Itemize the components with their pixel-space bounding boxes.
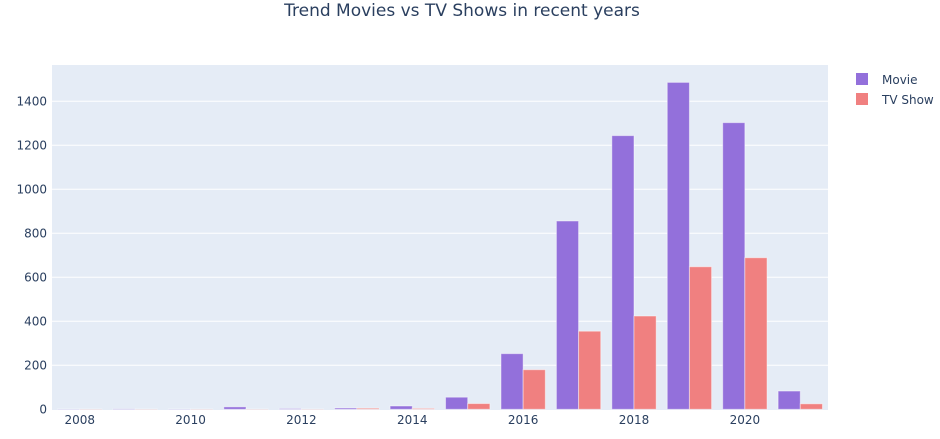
- x-tick-label: 2018: [619, 413, 650, 427]
- bar-movie-2013[interactable]: [335, 408, 357, 409]
- x-tick-label: 2010: [175, 413, 206, 427]
- bar-tv-show-2021[interactable]: [800, 404, 822, 410]
- bar-tv-show-2017[interactable]: [579, 331, 601, 409]
- bar-movie-2017[interactable]: [556, 221, 578, 409]
- y-tick-label: 600: [24, 270, 47, 284]
- bar-movie-2018[interactable]: [612, 136, 634, 410]
- y-tick-label: 1200: [16, 138, 47, 152]
- y-tick-label: 800: [24, 226, 47, 240]
- bar-movie-2021[interactable]: [778, 391, 800, 409]
- y-tick-label: 1400: [16, 94, 47, 108]
- x-tick-label: 2014: [397, 413, 428, 427]
- bar-tv-show-2020[interactable]: [745, 258, 767, 410]
- bar-tv-show-2014[interactable]: [412, 408, 434, 409]
- bar-tv-show-2018[interactable]: [634, 316, 656, 409]
- y-tick-label: 0: [39, 402, 47, 416]
- y-tick-label: 1000: [16, 182, 47, 196]
- chart-title: Trend Movies vs TV Shows in recent years: [283, 1, 640, 21]
- legend-label-movie[interactable]: Movie: [882, 73, 918, 87]
- x-tick-label: 2020: [730, 413, 761, 427]
- y-tick-label: 400: [24, 314, 47, 328]
- bar-tv-show-2016[interactable]: [523, 370, 545, 410]
- bar-tv-show-2015[interactable]: [468, 404, 490, 410]
- bar-movie-2012[interactable]: [279, 409, 301, 410]
- x-tick-label: 2016: [508, 413, 539, 427]
- x-tick-label: 2008: [64, 413, 95, 427]
- legend-label-tv-show[interactable]: TV Show: [881, 93, 934, 107]
- bar-movie-2020[interactable]: [723, 123, 745, 410]
- y-tick-label: 200: [24, 358, 47, 372]
- legend[interactable]: Movie TV Show: [856, 73, 934, 107]
- x-tick-label: 2012: [286, 413, 317, 427]
- bar-movie-2015[interactable]: [446, 397, 468, 409]
- bar-movie-2014[interactable]: [390, 406, 412, 409]
- legend-swatch-movie[interactable]: [856, 73, 868, 85]
- bar-tv-show-2019[interactable]: [689, 267, 711, 410]
- legend-swatch-tv-show[interactable]: [856, 93, 868, 105]
- bar-tv-show-2013[interactable]: [357, 408, 379, 409]
- bar-movie-2011[interactable]: [224, 407, 246, 409]
- bar-movie-2019[interactable]: [667, 82, 689, 409]
- bar-movie-2016[interactable]: [501, 354, 523, 410]
